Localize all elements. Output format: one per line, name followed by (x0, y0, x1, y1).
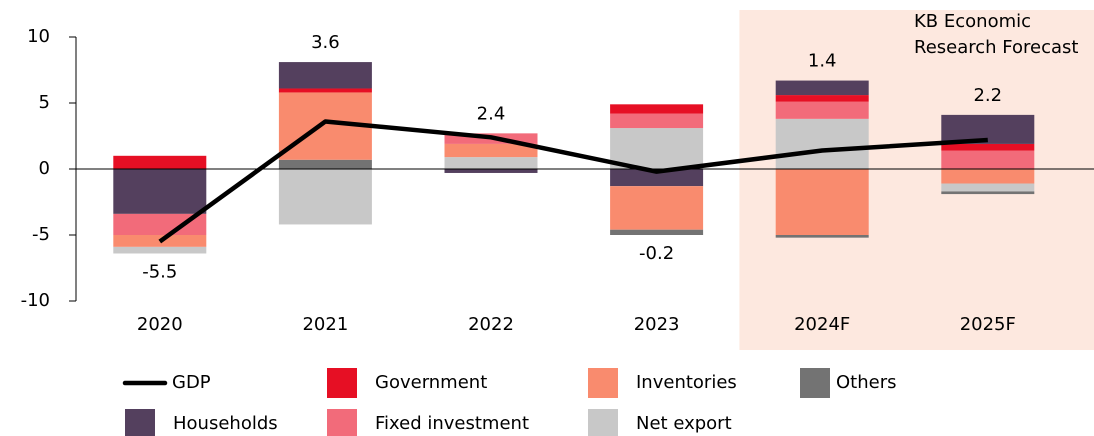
bar-segment (775, 80, 869, 96)
legend-swatch (588, 368, 618, 398)
bar-segment (941, 183, 1035, 192)
bar-segment (444, 157, 538, 169)
annotation: KB Economic (914, 11, 1031, 32)
bar-segment (775, 95, 869, 102)
legend-label: Households (173, 413, 278, 434)
bar-segment (941, 191, 1035, 195)
legend-label: Government (375, 372, 487, 393)
legend-label: GDP (172, 372, 211, 393)
annotation: Research Forecast (914, 37, 1078, 58)
legend-label: Net export (636, 413, 732, 434)
bar-segment (278, 88, 372, 93)
y-tick-label: -5 (32, 224, 50, 245)
data-label: 1.4 (808, 51, 837, 72)
x-tick-label: 2022 (468, 314, 514, 335)
legend-label: Fixed investment (375, 413, 529, 434)
bar-segment (444, 143, 538, 158)
x-tick-label: 2021 (302, 314, 348, 335)
bar-segment (941, 150, 1035, 169)
legend-swatch (327, 368, 357, 398)
bar-segment (775, 169, 869, 235)
y-tick-label: 0 (39, 158, 50, 179)
bar-segment (610, 186, 704, 230)
legend-label: Inventories (636, 372, 737, 393)
bar-segment (113, 169, 207, 214)
legend-swatch (588, 409, 618, 436)
legend-swatch (327, 409, 357, 436)
x-tick-label: 2020 (137, 314, 183, 335)
bar-segment (113, 246, 207, 254)
bar-segment (113, 155, 207, 169)
y-tick-label: -10 (21, 290, 50, 311)
bar-segment (610, 128, 704, 169)
gdp-line (158, 119, 988, 244)
data-label: -0.2 (639, 243, 674, 264)
data-label: 2.4 (477, 103, 506, 124)
legend-label: Others (836, 372, 897, 393)
bar-segment (278, 62, 372, 89)
bar-segment (941, 143, 1035, 151)
legend-swatch (125, 409, 155, 436)
y-tick-label: 10 (27, 26, 50, 47)
bar-segment (610, 169, 704, 187)
bar-segment (278, 169, 372, 225)
bar-segment (278, 159, 372, 169)
data-label: -5.5 (142, 261, 177, 282)
bar-segment (941, 114, 1035, 144)
data-label: 3.6 (311, 32, 340, 53)
bar-segment (775, 101, 869, 119)
legend-swatch (800, 368, 830, 398)
y-tick-label: 5 (39, 92, 50, 113)
bar-segment (113, 213, 207, 235)
bar-segment (775, 118, 869, 169)
bar-segment (444, 169, 538, 173)
x-tick-label: 2023 (634, 314, 680, 335)
bar-segment (941, 169, 1035, 184)
bar-segment (610, 229, 704, 235)
x-tick-label: 2025F (960, 314, 1016, 335)
bar-segment (610, 104, 704, 114)
x-tick-label: 2024F (794, 314, 850, 335)
data-label: 2.2 (973, 85, 1002, 106)
bar-segment (775, 235, 869, 238)
bar-segment (610, 113, 704, 129)
